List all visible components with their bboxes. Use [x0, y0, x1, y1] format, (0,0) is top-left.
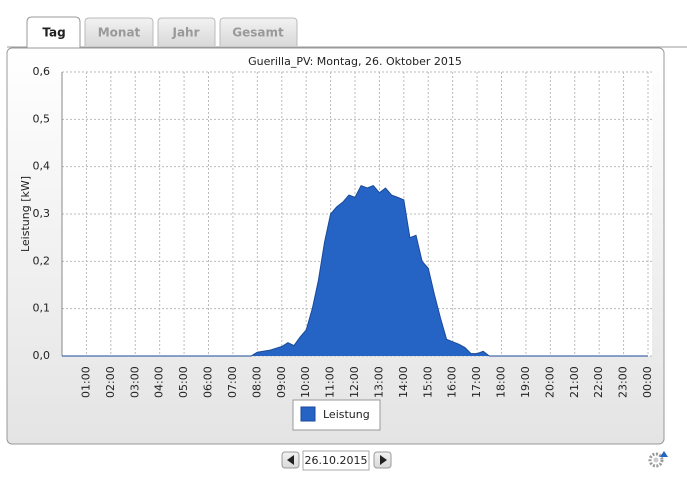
chart-title: Guerilla_PV: Montag, 26. Oktober 2015: [248, 55, 462, 68]
x-tick-label: 20:00: [543, 366, 556, 398]
tab-label[interactable]: Jahr: [171, 26, 199, 40]
settings-icon[interactable]: [648, 451, 668, 468]
tab[interactable]: [84, 17, 154, 46]
x-tick-label: 15:00: [421, 366, 434, 398]
x-tick-label: 09:00: [275, 366, 288, 398]
x-tick-label: 14:00: [397, 366, 410, 398]
y-tick-label: 0,0: [33, 349, 51, 362]
chart: 0,0 0,1 0,2 0,3 0,4 0,5 0,6 01:00 02:00 03:00 04:0…: [33, 65, 655, 398]
x-tick-label: 22:00: [592, 366, 605, 398]
y-tick-label: 0,2: [33, 254, 51, 267]
tab-active[interactable]: [26, 16, 81, 48]
x-tick-label: 23:00: [617, 366, 630, 398]
x-tick-label: 13:00: [372, 366, 385, 398]
y-tick-label: 0,4: [33, 160, 51, 173]
x-tick-label: 18:00: [495, 366, 508, 398]
x-tick-label: 06:00: [202, 366, 215, 398]
x-tick-label: 16:00: [446, 366, 459, 398]
x-tick-label: 05:00: [177, 366, 190, 398]
y-tick-label: 0,3: [33, 207, 51, 220]
x-tick-label: 08:00: [250, 366, 263, 398]
tab-bar: Tag Monat Jahr Gesamt: [7, 16, 687, 48]
x-tick-label: 11:00: [324, 366, 337, 398]
legend-swatch: [300, 406, 316, 422]
y-tick-label: 0,1: [33, 302, 51, 315]
x-tick-label: 21:00: [568, 366, 581, 398]
x-tick-label: 10:00: [299, 366, 312, 398]
tab[interactable]: [157, 17, 216, 46]
area-fill: [62, 185, 648, 356]
y-tick-label: 0,5: [33, 112, 51, 125]
y-tick-label: 0,6: [33, 65, 51, 78]
area-line: [62, 184, 648, 357]
x-tick-label: 00:00: [641, 366, 654, 398]
x-tick-label: 03:00: [128, 366, 141, 398]
x-tick-label: 01:00: [79, 366, 92, 398]
tab-label[interactable]: Monat: [98, 26, 141, 40]
legend-label: Leistung: [323, 408, 370, 421]
date-input[interactable]: [302, 450, 370, 471]
prev-icon: [287, 455, 294, 465]
x-tick-label: 19:00: [519, 366, 532, 398]
x-tick-label: 12:00: [348, 366, 361, 398]
x-tick-label: 07:00: [226, 366, 239, 398]
tab[interactable]: [219, 17, 298, 46]
y-axis-label: Leistung [kW]: [19, 176, 32, 252]
x-tick-label: 04:00: [153, 366, 166, 398]
tab-label[interactable]: Tag: [42, 26, 65, 40]
x-tick-label: 02:00: [104, 366, 117, 398]
tab-label[interactable]: Gesamt: [232, 26, 284, 40]
x-tick-label: 17:00: [470, 366, 483, 398]
date-text[interactable]: 26.10.2015: [305, 454, 368, 467]
next-icon: [380, 455, 387, 465]
